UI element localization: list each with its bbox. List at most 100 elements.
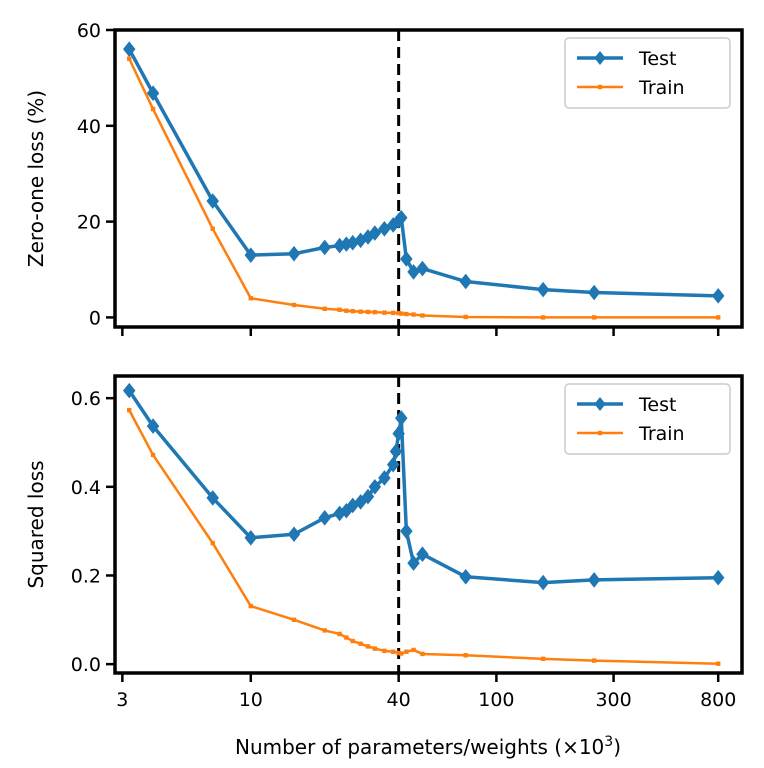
legend-box bbox=[564, 37, 731, 109]
data-point-train bbox=[358, 641, 363, 646]
data-point-test bbox=[146, 418, 160, 434]
data-point-test bbox=[459, 569, 472, 585]
data-point-test bbox=[146, 85, 160, 102]
series-line-test bbox=[127, 389, 719, 585]
data-point-test bbox=[244, 247, 258, 263]
data-point-test bbox=[711, 288, 725, 304]
data-point-train bbox=[365, 309, 371, 315]
x-tick-label: 3 bbox=[116, 689, 128, 711]
data-point-train bbox=[540, 315, 546, 320]
data-point-test bbox=[123, 382, 136, 399]
data-point-train bbox=[715, 661, 721, 666]
x-tick-label: 300 bbox=[595, 689, 631, 711]
data-point-train bbox=[396, 310, 401, 316]
data-point-test bbox=[536, 281, 550, 298]
legend-marker-test bbox=[594, 397, 606, 411]
data-point-train bbox=[248, 603, 253, 609]
y-tick-label: 0.6 bbox=[71, 388, 101, 410]
plot-frame bbox=[113, 28, 744, 329]
data-point-test bbox=[416, 260, 429, 277]
data-point-train bbox=[591, 658, 597, 663]
data-point-test bbox=[400, 523, 413, 539]
data-point-train bbox=[365, 644, 371, 649]
x-tick-label: 10 bbox=[239, 689, 263, 711]
legend-label-train: Train bbox=[638, 423, 685, 445]
data-point-train bbox=[404, 649, 409, 654]
data-point-train bbox=[540, 656, 546, 662]
data-point-train bbox=[322, 306, 327, 311]
y-tick-label: 20 bbox=[77, 212, 101, 234]
data-point-test bbox=[123, 41, 136, 57]
data-point-train bbox=[337, 307, 342, 312]
y-tick-label: 60 bbox=[77, 20, 101, 42]
data-point-train bbox=[248, 296, 253, 301]
x-tick-label: 800 bbox=[700, 689, 736, 711]
y-tick-label: 0.2 bbox=[71, 565, 101, 587]
data-point-train bbox=[210, 540, 215, 546]
data-point-test bbox=[395, 209, 408, 226]
data-point-test bbox=[536, 574, 550, 591]
data-point-train bbox=[382, 648, 387, 654]
data-point-test bbox=[287, 245, 301, 262]
data-point-train bbox=[404, 311, 409, 317]
data-point-test bbox=[711, 569, 725, 586]
x-axis-label-part: 3 bbox=[604, 734, 613, 750]
legend-marker-train bbox=[597, 430, 603, 436]
data-point-test bbox=[361, 488, 375, 505]
legend: Test Train bbox=[564, 37, 731, 109]
data-point-train bbox=[344, 308, 349, 313]
data-point-train bbox=[127, 407, 132, 413]
legend-label-train: Train bbox=[638, 77, 685, 99]
data-point-test bbox=[386, 456, 400, 473]
legend-label-test: Test bbox=[638, 48, 676, 70]
y-tick-label: 0 bbox=[89, 307, 101, 329]
x-axis-label: Number of parameters/weights (×103) bbox=[235, 734, 621, 759]
legend: Test Train bbox=[564, 383, 731, 455]
y-tick-label: 0.4 bbox=[71, 477, 101, 499]
squared-loss-panel: 0.0 0.2 0.4 0.6 3 10 40 100 300 800 Squared loss Te… bbox=[24, 374, 744, 711]
data-point-test bbox=[287, 526, 301, 543]
y-axis-label: Zero-one loss (%) bbox=[24, 90, 48, 267]
legend-box bbox=[564, 383, 731, 455]
data-point-train bbox=[291, 617, 297, 623]
data-point-train bbox=[463, 314, 468, 320]
plot-frame bbox=[113, 374, 744, 675]
y-axis-label: Squared loss bbox=[24, 460, 48, 588]
x-axis-label-part: Number of parameters/weights (×10 bbox=[235, 735, 604, 759]
data-point-train bbox=[322, 628, 327, 633]
y-tick-label: 0.0 bbox=[71, 654, 101, 676]
x-tick-label: 100 bbox=[478, 689, 514, 711]
data-point-train bbox=[210, 226, 215, 231]
data-point-train bbox=[350, 638, 355, 644]
data-point-test bbox=[368, 479, 382, 495]
x-axis-label-part: ) bbox=[613, 735, 621, 759]
data-point-train bbox=[382, 310, 387, 315]
data-point-train bbox=[390, 310, 396, 316]
data-point-train bbox=[411, 312, 416, 317]
data-point-train bbox=[150, 452, 156, 458]
legend-marker-train bbox=[597, 84, 603, 90]
data-point-train bbox=[463, 653, 468, 658]
data-point-test bbox=[206, 193, 219, 209]
data-point-test bbox=[395, 410, 408, 426]
data-point-train bbox=[358, 309, 363, 314]
data-point-test bbox=[459, 273, 472, 290]
data-point-train bbox=[591, 315, 597, 320]
zero-one-loss-panel: 0 20 40 60 Zero-one loss (%) Test Train bbox=[24, 20, 744, 336]
data-point-train bbox=[372, 646, 378, 651]
data-point-train bbox=[420, 651, 425, 657]
data-point-train bbox=[715, 315, 721, 320]
data-point-train bbox=[420, 313, 425, 318]
legend-marker-test bbox=[594, 51, 606, 65]
data-point-train bbox=[350, 308, 355, 314]
data-point-train bbox=[291, 302, 297, 308]
data-point-train bbox=[399, 311, 404, 316]
data-point-train bbox=[399, 651, 404, 656]
data-point-test bbox=[244, 529, 258, 546]
data-point-train bbox=[337, 631, 342, 637]
data-point-test bbox=[587, 284, 601, 301]
data-point-test bbox=[318, 239, 331, 256]
data-point-train bbox=[127, 56, 132, 61]
data-point-train bbox=[396, 650, 401, 656]
data-point-test bbox=[389, 443, 403, 460]
